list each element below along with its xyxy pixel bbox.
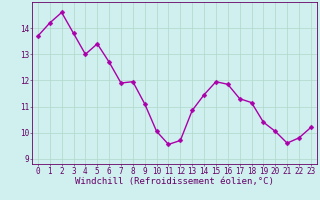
X-axis label: Windchill (Refroidissement éolien,°C): Windchill (Refroidissement éolien,°C) <box>75 177 274 186</box>
